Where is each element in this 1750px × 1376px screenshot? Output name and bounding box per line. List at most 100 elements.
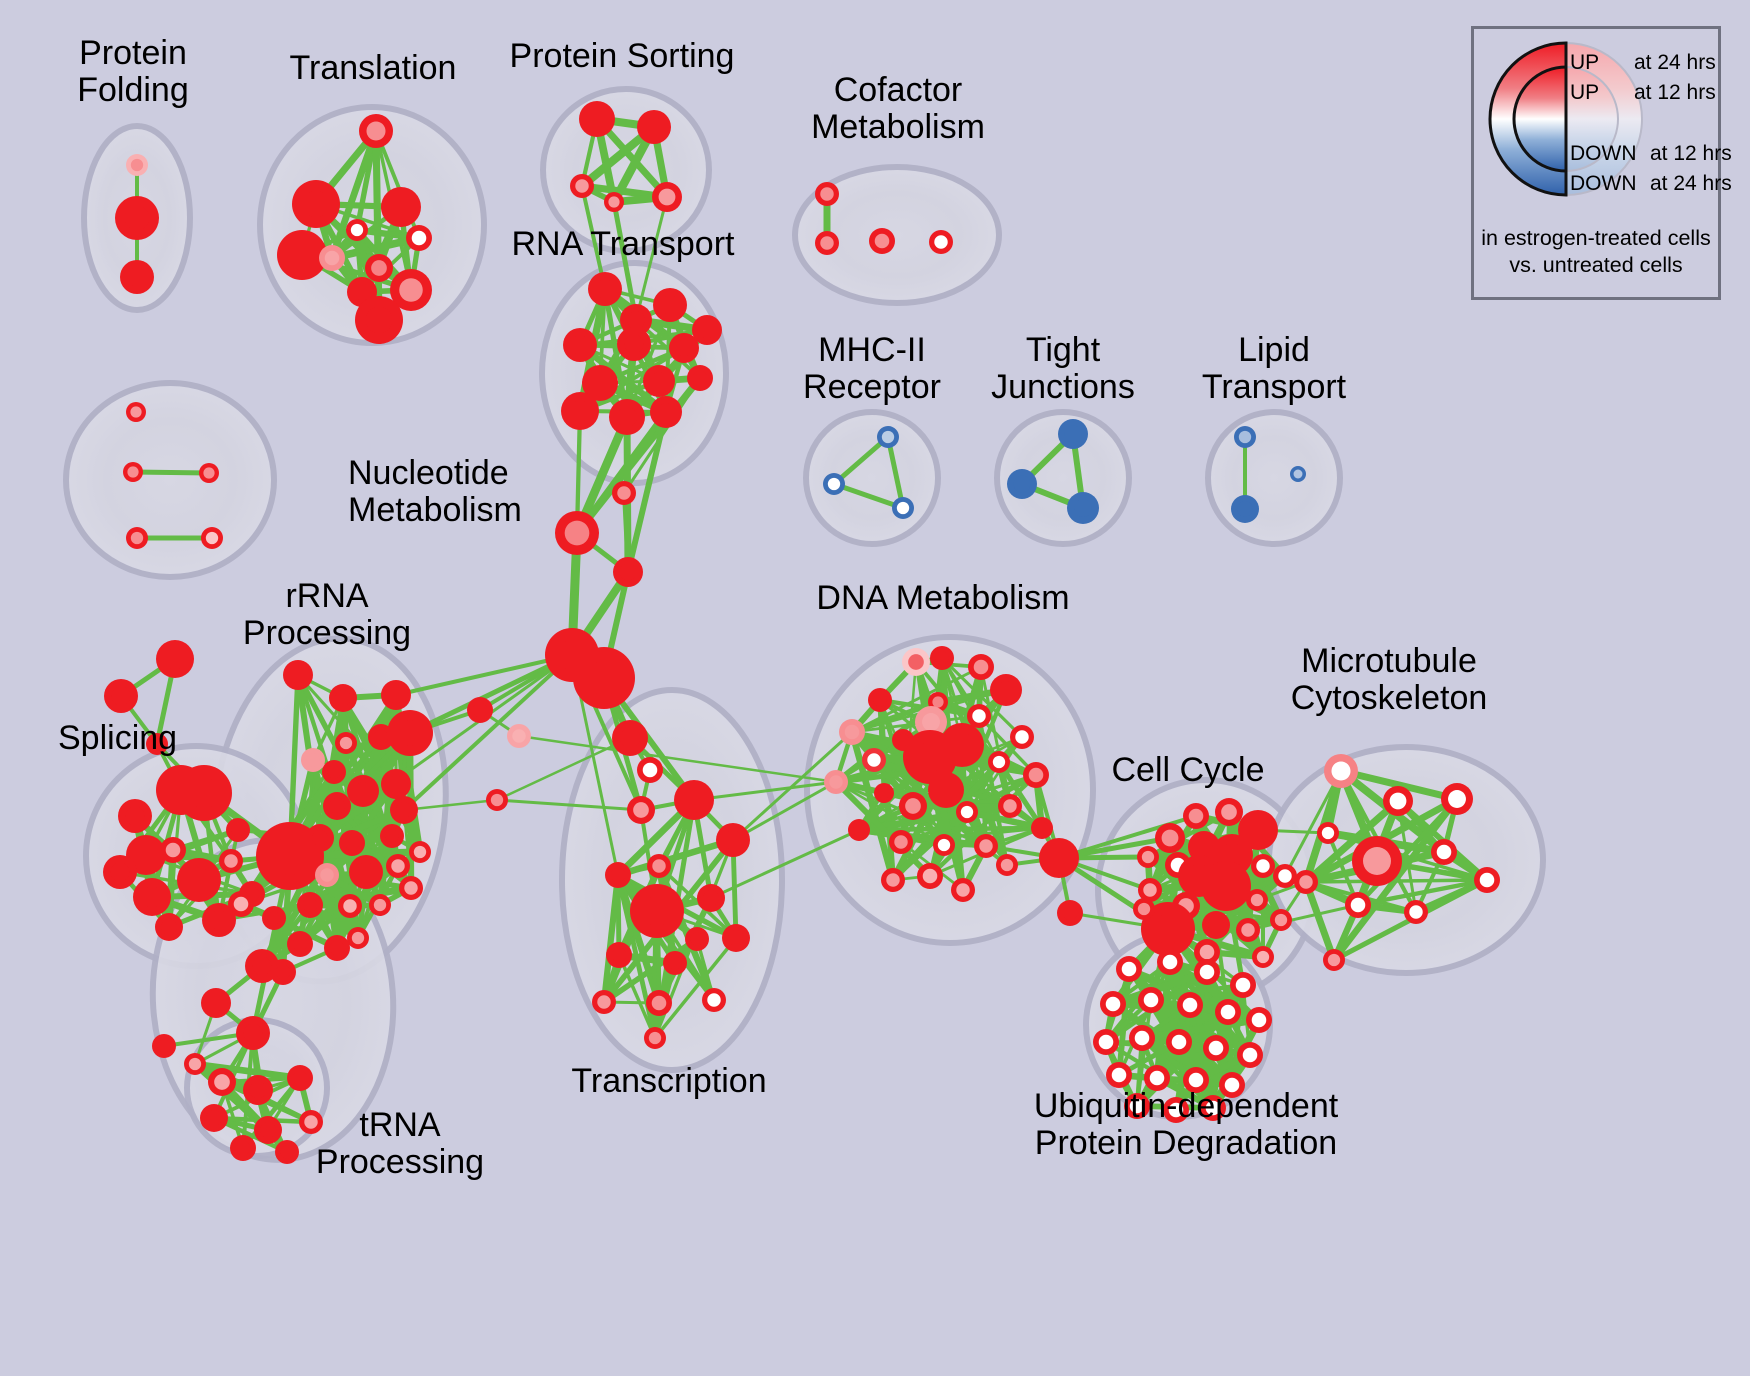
node (815, 231, 839, 255)
node (270, 959, 296, 985)
node (1138, 878, 1162, 902)
node (156, 640, 194, 678)
node (1194, 959, 1220, 985)
node (118, 799, 152, 833)
edge (402, 798, 499, 812)
edge (130, 469, 212, 476)
edge (833, 779, 933, 879)
cluster-lipid-transport (1205, 409, 1343, 547)
node (1166, 1029, 1192, 1055)
legend-dir-3: DOWN (1570, 172, 1637, 195)
node (899, 792, 927, 820)
node (1270, 909, 1292, 931)
edge (653, 936, 738, 1040)
cluster-nucleotide (63, 380, 277, 580)
node (1237, 1042, 1263, 1068)
node (226, 818, 250, 842)
node (322, 760, 346, 784)
node (1133, 898, 1155, 920)
edge (407, 652, 575, 736)
node (716, 823, 750, 857)
cluster-label-mhc-ii: MHC-II Receptor (803, 331, 941, 406)
edge (709, 828, 861, 900)
node (1345, 892, 1371, 918)
node (104, 679, 138, 713)
node (386, 854, 410, 878)
node (1201, 861, 1251, 911)
node-layer (103, 101, 1500, 1164)
node (1236, 918, 1260, 942)
node (486, 789, 508, 811)
node (1219, 1072, 1245, 1098)
cluster-label-dna-metabolism: DNA Metabolism (816, 579, 1070, 617)
node (988, 751, 1010, 773)
cluster-label-trna: tRNA Processing (315, 1106, 485, 1181)
node (201, 527, 223, 549)
node (663, 951, 687, 975)
edge (731, 730, 854, 842)
node (996, 854, 1018, 876)
node (563, 328, 597, 362)
node (409, 841, 431, 863)
edge (1139, 1035, 1216, 1111)
node (1200, 1095, 1226, 1121)
node (1252, 946, 1274, 968)
node (685, 927, 709, 951)
node (1317, 822, 1339, 844)
node (365, 254, 393, 282)
edge (1186, 1001, 1254, 1059)
cluster-label-tight-junctions: Tight Junctions (991, 331, 1135, 406)
node (347, 927, 369, 949)
node (1183, 803, 1209, 829)
edge (834, 780, 946, 847)
node (637, 110, 671, 144)
node (1010, 725, 1034, 749)
node (230, 1135, 256, 1161)
node (275, 1140, 299, 1164)
node (381, 680, 411, 710)
node (573, 647, 635, 709)
node (381, 769, 411, 799)
node (123, 462, 143, 482)
node (1383, 786, 1413, 816)
node (126, 527, 148, 549)
node (650, 396, 682, 428)
cluster-label-protein-sorting: Protein Sorting (509, 37, 735, 75)
legend-box: UP at 24 hrs UP at 12 hrs DOWN at 12 hrs… (1471, 26, 1732, 300)
edge (580, 184, 607, 291)
cluster-label-translation: Translation (289, 49, 457, 87)
node (1251, 854, 1275, 878)
node (146, 733, 168, 755)
cluster-label-protein-folding: Protein Folding (77, 34, 189, 109)
node (617, 327, 651, 361)
node (1100, 991, 1126, 1017)
node (613, 557, 643, 587)
node (1352, 836, 1402, 886)
node (604, 192, 624, 212)
edge (402, 653, 574, 812)
node (283, 660, 313, 690)
edge (576, 341, 670, 416)
node (355, 296, 403, 344)
edge (848, 728, 897, 884)
legend-caption: in estrogen-treated cells vs. untreated … (1474, 225, 1718, 279)
node (1294, 870, 1318, 894)
node (390, 796, 418, 824)
node (1058, 419, 1088, 449)
node (1290, 466, 1306, 482)
node (338, 894, 362, 918)
node (839, 719, 865, 745)
node (570, 174, 594, 198)
cluster-label-cofactor: Cofactor Metabolism (811, 71, 985, 146)
node (722, 924, 750, 952)
node (930, 646, 954, 670)
legend-dir-1: UP (1570, 81, 1600, 104)
node (687, 365, 713, 391)
node (335, 732, 357, 754)
node (399, 876, 423, 900)
node (380, 824, 404, 848)
legend-dial-icon (1488, 41, 1643, 197)
node (669, 333, 699, 363)
